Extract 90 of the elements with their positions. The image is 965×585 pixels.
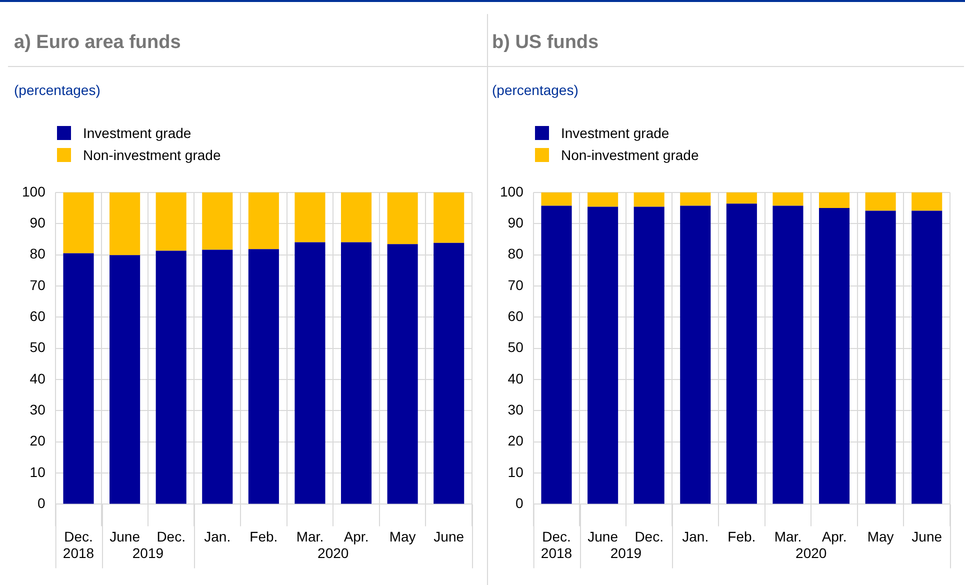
bar xyxy=(387,192,418,244)
bar xyxy=(294,242,326,504)
bar xyxy=(156,192,186,251)
chart-subtitle: (percentages) xyxy=(492,82,578,98)
x-tick-label: Mar. xyxy=(296,528,324,544)
y-tick-label: 90 xyxy=(30,214,46,230)
bar xyxy=(202,250,233,504)
bar xyxy=(588,192,618,207)
y-tick-label: 30 xyxy=(30,402,46,418)
y-tick-label: 90 xyxy=(508,214,524,230)
bar xyxy=(865,210,896,504)
bar xyxy=(110,255,140,504)
x-tick-label: Mar. xyxy=(774,528,802,544)
y-tick-label: 60 xyxy=(508,308,524,324)
y-tick-label: 10 xyxy=(30,464,46,480)
bar xyxy=(63,192,94,254)
text: 2020 xyxy=(318,545,349,562)
bar xyxy=(680,192,711,206)
bar xyxy=(818,208,850,504)
x-tick-label: Jan. xyxy=(204,528,231,544)
x-tick-label: Dec. xyxy=(156,528,186,544)
bar xyxy=(634,192,664,207)
bar xyxy=(387,244,418,504)
chart-subtitle: (percentages) xyxy=(14,82,100,98)
x-tick-label: Apr. xyxy=(344,528,369,544)
x-tick-label: Feb. xyxy=(250,528,278,544)
text: 2018 xyxy=(62,545,94,562)
bar xyxy=(912,192,942,211)
bar xyxy=(248,192,279,250)
chart-title: a) Euro area funds xyxy=(14,32,181,54)
bar xyxy=(772,206,804,504)
bar xyxy=(434,242,464,504)
bar xyxy=(340,192,372,242)
x-tick-label: June xyxy=(110,528,140,544)
x-tick-label: Dec. xyxy=(634,528,664,544)
y-tick-label: 50 xyxy=(30,339,46,356)
text: 2019 xyxy=(610,545,642,562)
y-tick-label: 50 xyxy=(508,339,524,356)
text: 2018 xyxy=(540,545,572,562)
bar xyxy=(63,253,94,504)
bar xyxy=(912,210,942,504)
legend-label: Non-investment grade xyxy=(83,147,221,163)
bar xyxy=(588,206,618,504)
y-tick-label: 0 xyxy=(516,495,524,512)
legend-label: Investment grade xyxy=(561,125,670,141)
x-tick-label: June xyxy=(434,528,464,544)
y-tick-label: 30 xyxy=(508,402,524,418)
bar xyxy=(156,250,186,504)
y-tick-label: 60 xyxy=(30,308,46,324)
x-tick-label: Feb. xyxy=(728,528,756,544)
x-tick-label: Jan. xyxy=(682,528,709,544)
y-tick-label: 80 xyxy=(508,246,524,262)
x-tick-label: Apr. xyxy=(822,528,847,544)
bar xyxy=(726,192,757,204)
x-tick-label: May xyxy=(389,528,416,544)
y-tick-label: 20 xyxy=(30,432,46,449)
bar xyxy=(340,242,372,504)
y-tick-label: 70 xyxy=(30,276,46,293)
text: 2019 xyxy=(132,545,164,562)
y-tick-label: 0 xyxy=(38,495,46,512)
bar xyxy=(865,192,896,211)
y-tick-label: 40 xyxy=(508,370,524,386)
x-tick-label: Dec. xyxy=(64,528,93,544)
bar xyxy=(680,206,711,504)
y-tick-label: 10 xyxy=(508,464,524,480)
bar xyxy=(294,192,326,242)
x-tick-label: Dec. xyxy=(542,528,571,544)
bar xyxy=(202,192,233,250)
y-tick-label: 20 xyxy=(508,432,524,449)
bar xyxy=(726,204,757,504)
bar xyxy=(634,206,664,504)
bar xyxy=(541,192,572,206)
y-tick-label: 100 xyxy=(500,183,524,200)
legend-label: Investment grade xyxy=(83,125,192,141)
text: 2020 xyxy=(796,545,827,562)
bar xyxy=(772,192,804,206)
x-tick-label: May xyxy=(867,528,894,544)
bar xyxy=(434,192,464,243)
chart-title: b) US funds xyxy=(492,32,599,54)
y-tick-label: 70 xyxy=(508,276,524,293)
bar xyxy=(248,249,279,504)
x-tick-label: June xyxy=(912,528,942,544)
bar xyxy=(541,206,572,504)
x-tick-label: June xyxy=(588,528,618,544)
bar xyxy=(818,192,850,208)
bar xyxy=(110,192,140,256)
y-tick-label: 40 xyxy=(30,370,46,386)
y-tick-label: 80 xyxy=(30,246,46,262)
y-tick-label: 100 xyxy=(22,183,46,200)
legend-label: Non-investment grade xyxy=(561,147,699,163)
